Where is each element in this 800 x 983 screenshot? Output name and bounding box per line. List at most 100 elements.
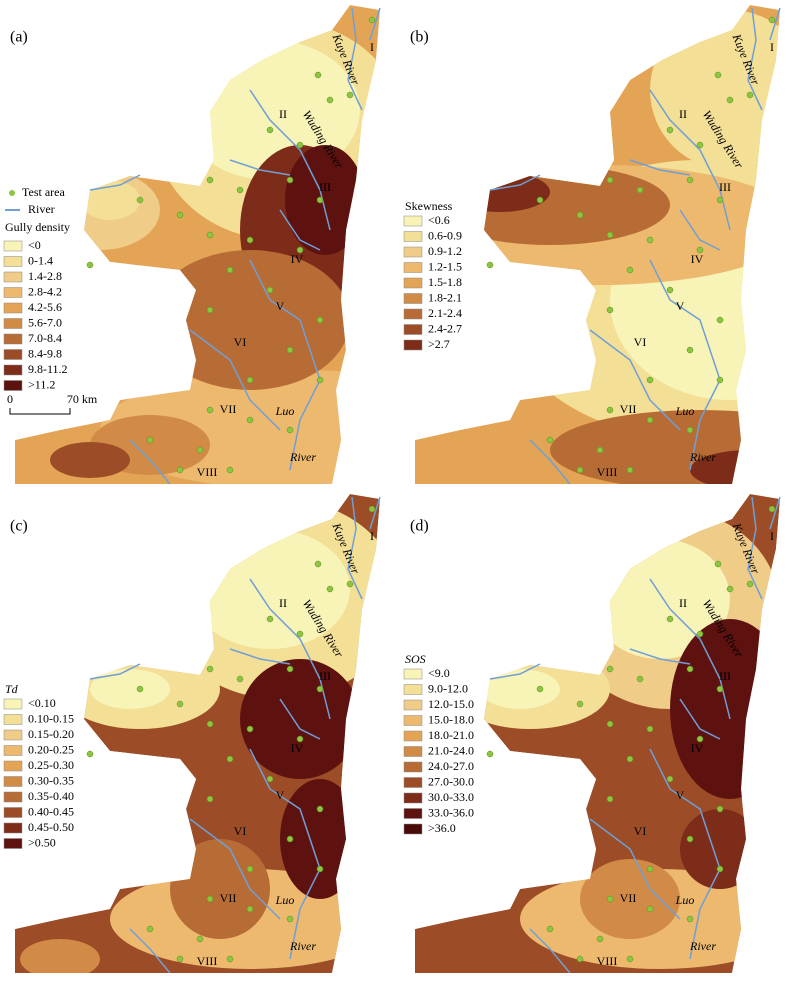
legend-label: 0.35-0.40 — [28, 789, 74, 803]
region-label: VIII — [597, 465, 618, 479]
legend-label: 2.4-2.7 — [428, 321, 462, 335]
river — [89, 174, 141, 191]
zone — [170, 839, 270, 939]
legend-label: 1.4-2.8 — [28, 269, 62, 283]
legend-swatch — [3, 745, 23, 756]
legend-label: >0.50 — [28, 835, 56, 849]
legend-swatch — [403, 215, 423, 227]
legend-swatch — [403, 684, 423, 695]
legend-label: 0.30-0.35 — [28, 773, 74, 787]
river — [229, 648, 291, 665]
test-area — [286, 346, 294, 354]
test-area — [286, 835, 294, 843]
test-area — [546, 436, 554, 444]
test-area — [606, 406, 614, 414]
test-area — [206, 795, 214, 803]
river — [629, 159, 691, 176]
test-area — [236, 675, 244, 683]
test-area — [286, 176, 294, 184]
region-label: I — [370, 40, 374, 54]
scale-label: 70 km — [67, 392, 98, 406]
test-area — [666, 775, 674, 783]
river — [279, 209, 321, 251]
river — [249, 748, 321, 960]
legend-swatch — [3, 838, 23, 849]
river — [649, 748, 721, 960]
test-area — [746, 580, 754, 588]
key-dot — [9, 190, 15, 196]
legend-label: 0.25-0.30 — [28, 758, 74, 772]
region-label: V — [276, 788, 285, 802]
river-label: Luo — [675, 893, 695, 907]
zone — [240, 659, 360, 779]
river — [489, 663, 541, 680]
test-area — [326, 585, 334, 593]
legend-title: Skewness — [405, 199, 453, 213]
test-area — [696, 735, 704, 743]
test-area — [716, 805, 724, 813]
legend-swatch — [3, 349, 23, 360]
river — [769, 496, 781, 530]
river — [189, 329, 281, 431]
test-area — [646, 905, 654, 913]
test-area — [316, 196, 324, 204]
legend-label: 1.8-2.1 — [428, 290, 462, 304]
test-area — [696, 141, 704, 149]
test-area — [696, 630, 704, 638]
test-area — [206, 665, 214, 673]
zone — [90, 669, 170, 709]
test-area — [626, 266, 634, 274]
legend-swatch — [3, 760, 23, 772]
river — [489, 174, 541, 191]
zone — [680, 809, 760, 889]
region-label: VIII — [597, 954, 618, 968]
legend-swatch — [3, 302, 23, 314]
test-area — [246, 905, 254, 913]
river — [747, 7, 763, 111]
legend-swatch — [403, 277, 423, 289]
region-label: II — [679, 107, 687, 121]
river-label: Luo — [275, 893, 295, 907]
region-label: VI — [634, 824, 647, 838]
test-area — [136, 685, 144, 693]
region-label: II — [679, 596, 687, 610]
region-label: II — [279, 596, 287, 610]
legend-label: 30.0-33.0 — [428, 790, 474, 804]
test-area — [316, 865, 324, 873]
river — [369, 496, 381, 530]
test-area — [196, 446, 204, 454]
zone — [50, 442, 130, 478]
test-area — [686, 346, 694, 354]
legend-swatch — [403, 823, 423, 835]
river — [279, 698, 321, 740]
legend-swatch — [403, 293, 423, 304]
legend-label: <0.10 — [28, 696, 56, 710]
test-area — [206, 306, 214, 314]
legend-label: 9.8-11.2 — [28, 362, 68, 376]
test-area — [226, 466, 234, 474]
test-area — [146, 436, 154, 444]
river — [649, 578, 731, 720]
test-area — [626, 466, 634, 474]
test-area — [246, 865, 254, 873]
test-area — [316, 376, 324, 384]
test-area — [576, 211, 584, 219]
region-label: III — [719, 180, 731, 194]
legend-label: 8.4-9.8 — [28, 346, 62, 360]
test-area — [686, 835, 694, 843]
test-area — [236, 186, 244, 194]
test-area — [246, 725, 254, 733]
test-area — [666, 286, 674, 294]
test-area — [716, 865, 724, 873]
legend-label: 21.0-24.0 — [428, 743, 474, 757]
region-label: V — [676, 299, 685, 313]
test-area — [286, 426, 294, 434]
test-area — [686, 915, 694, 923]
legend-label: <0 — [28, 238, 41, 252]
legend-label: 4.2-5.6 — [28, 300, 62, 314]
test-area — [266, 126, 274, 134]
test-area — [646, 416, 654, 424]
legend-label: 9.0-12.0 — [428, 681, 468, 695]
legend-swatch — [3, 807, 23, 818]
